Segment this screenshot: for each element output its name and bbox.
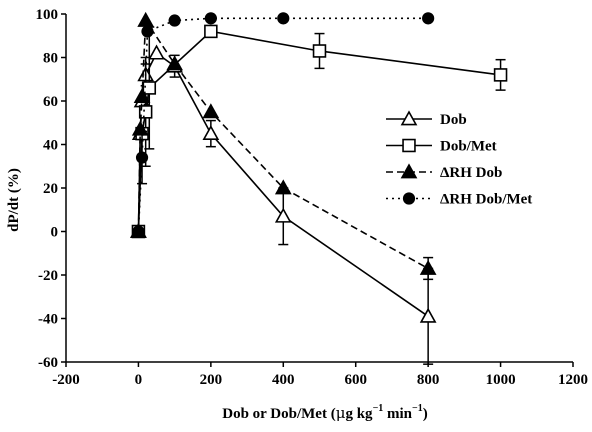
y-tick-label: -60 — [38, 355, 58, 371]
data-point — [493, 68, 508, 82]
data-point — [135, 151, 149, 164]
data-point — [277, 12, 290, 25]
data-point — [133, 88, 151, 104]
y-tick-label: 60 — [43, 94, 58, 110]
data-point — [142, 81, 157, 95]
data-point — [419, 307, 437, 323]
x-axis-title-main: Dob or Dob/Met ( — [222, 406, 335, 422]
legend-marker — [400, 110, 418, 126]
data-point — [166, 55, 184, 71]
series-layer — [130, 11, 508, 365]
y-tick-label: 40 — [43, 138, 58, 154]
legend-label: Dob — [440, 112, 467, 128]
legend-label: ΔRH Dob — [440, 165, 502, 181]
x-axis-title-close: ) — [423, 406, 428, 422]
data-point — [138, 105, 153, 119]
legend-marker — [400, 163, 418, 179]
x-axis-title-exp1: −1 — [373, 403, 384, 414]
x-tick-label: 200 — [200, 372, 223, 388]
legend-marker — [402, 138, 416, 153]
legend-item-dob: Dob — [386, 110, 467, 128]
x-axis-title-min: min — [383, 406, 412, 422]
x-tick-label: 0 — [135, 372, 143, 388]
legend-marker — [402, 192, 416, 205]
data-point — [168, 14, 181, 27]
y-tick-label: -40 — [38, 312, 58, 328]
x-tick-label: -200 — [52, 372, 80, 388]
legend-item-rh-dob-met: ΔRH Dob/Met — [386, 192, 532, 208]
x-axis-title: Dob or Dob/Met (μg kg−1 min−1) — [222, 403, 427, 422]
data-point — [148, 44, 165, 60]
y-axis-title: dP/dt (%) — [6, 168, 22, 232]
legend-label: ΔRH Dob/Met — [440, 192, 532, 208]
series-rh-dob-met — [132, 12, 435, 238]
legend-item-rh-dob: ΔRH Dob — [386, 163, 502, 181]
data-point — [419, 259, 437, 275]
x-axis-title-unit: g kg — [345, 406, 373, 422]
y-tick-label: 80 — [43, 51, 58, 67]
data-point — [137, 11, 155, 27]
legend-item-dob-met: Dob/Met — [386, 139, 497, 155]
y-tick-label: 20 — [43, 181, 58, 197]
data-point — [132, 225, 145, 238]
x-tick-label: 400 — [272, 372, 295, 388]
legend: Dob Dob/Met ΔRH Dob ΔRH Dob/Met — [386, 110, 532, 208]
series-line — [137, 18, 429, 270]
series-dob — [130, 44, 437, 365]
data-point — [312, 44, 327, 58]
x-tick-label: 1200 — [558, 372, 588, 388]
legend-label: Dob/Met — [440, 139, 497, 155]
data-point — [204, 12, 217, 25]
data-point — [274, 179, 292, 195]
y-tick-label: -20 — [38, 268, 58, 284]
data-point — [204, 24, 218, 39]
x-tick-label: 1000 — [486, 372, 516, 388]
x-axis-title-exp2: −1 — [412, 403, 423, 414]
data-point — [274, 207, 292, 223]
data-point — [202, 124, 220, 141]
data-point — [422, 12, 435, 25]
x-axis-title-mu: μ — [336, 404, 346, 422]
data-point — [141, 25, 154, 38]
y-tick-label: 100 — [36, 7, 59, 23]
y-tick-label: 0 — [51, 225, 59, 241]
x-tick-label: 600 — [344, 372, 367, 388]
data-point — [202, 103, 220, 119]
x-tick-label: 800 — [417, 372, 440, 388]
